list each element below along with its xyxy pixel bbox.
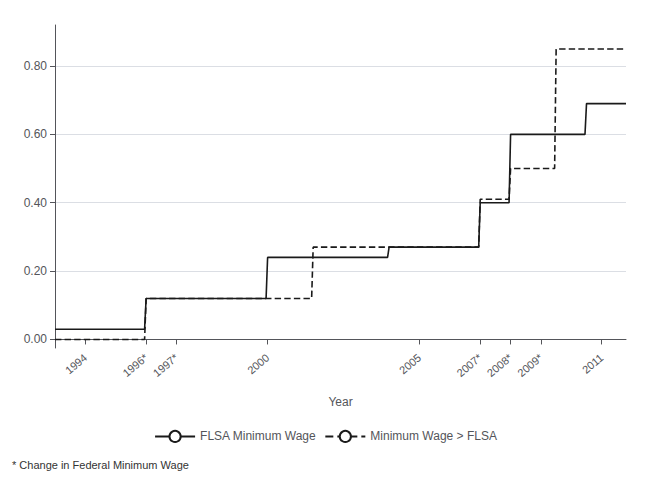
svg-text:Year: Year: [328, 395, 352, 409]
svg-text:Minimum Wage > FLSA: Minimum Wage > FLSA: [370, 429, 497, 443]
svg-text:1996*: 1996*: [120, 351, 150, 379]
svg-text:* Change in Federal Minimum Wa: * Change in Federal Minimum Wage: [12, 459, 189, 471]
svg-text:2009*: 2009*: [515, 351, 545, 379]
svg-text:2011: 2011: [580, 351, 606, 375]
svg-text:0.60: 0.60: [24, 127, 48, 141]
svg-text:1997*: 1997*: [151, 351, 181, 379]
svg-text:0.40: 0.40: [24, 196, 48, 210]
svg-text:0.80: 0.80: [24, 59, 48, 73]
svg-text:0.00: 0.00: [24, 332, 48, 346]
svg-text:FLSA Minimum Wage: FLSA Minimum Wage: [200, 429, 316, 443]
svg-text:2000: 2000: [245, 351, 271, 376]
svg-text:2007*: 2007*: [454, 351, 484, 379]
svg-text:1994: 1994: [63, 351, 89, 376]
svg-text:2005: 2005: [397, 351, 423, 376]
svg-text:2008*: 2008*: [485, 351, 515, 379]
svg-text:0.20: 0.20: [24, 264, 48, 278]
